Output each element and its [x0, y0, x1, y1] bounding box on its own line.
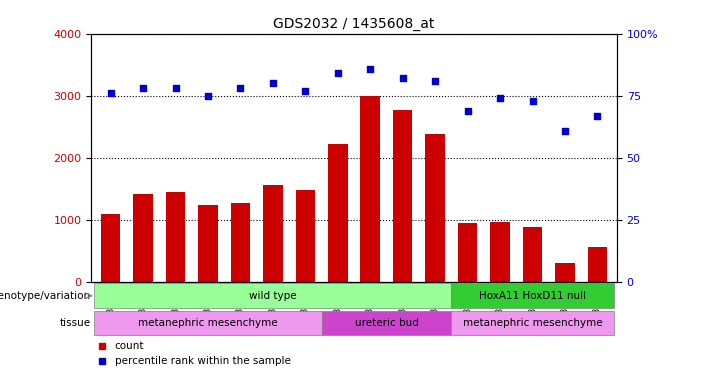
Point — [170, 86, 181, 92]
Bar — [426, 134, 445, 282]
Point — [300, 88, 311, 94]
Text: wild type: wild type — [249, 291, 297, 301]
Point — [462, 108, 473, 114]
Bar — [328, 144, 348, 282]
Point — [494, 95, 505, 101]
Point — [527, 98, 538, 104]
FancyBboxPatch shape — [322, 310, 451, 335]
Text: tissue: tissue — [60, 318, 90, 328]
Point — [332, 70, 343, 76]
Bar — [360, 96, 380, 282]
FancyBboxPatch shape — [451, 310, 613, 335]
Point — [365, 66, 376, 72]
Bar — [263, 185, 283, 282]
Point — [235, 86, 246, 92]
Text: HoxA11 HoxD11 null: HoxA11 HoxD11 null — [479, 291, 586, 301]
Point — [203, 93, 214, 99]
Text: percentile rank within the sample: percentile rank within the sample — [115, 356, 291, 366]
Text: count: count — [115, 341, 144, 351]
Point — [559, 128, 571, 134]
Bar — [296, 190, 315, 282]
Text: metanephric mesenchyme: metanephric mesenchyme — [138, 318, 278, 328]
Bar — [393, 110, 412, 282]
Point — [592, 113, 603, 119]
Point — [397, 75, 408, 81]
Bar — [490, 222, 510, 282]
Point — [105, 90, 116, 96]
Title: GDS2032 / 1435608_at: GDS2032 / 1435608_at — [273, 17, 435, 32]
Bar — [523, 228, 543, 282]
Text: metanephric mesenchyme: metanephric mesenchyme — [463, 318, 602, 328]
Bar — [231, 202, 250, 282]
Bar — [587, 247, 607, 282]
FancyBboxPatch shape — [95, 310, 322, 335]
Text: genotype/variation: genotype/variation — [0, 291, 90, 301]
Bar — [101, 214, 121, 282]
Bar — [133, 194, 153, 282]
Point — [430, 78, 441, 84]
Bar — [165, 192, 185, 282]
FancyBboxPatch shape — [95, 284, 451, 308]
Text: ureteric bud: ureteric bud — [355, 318, 418, 328]
Point — [137, 86, 149, 92]
Bar — [198, 204, 218, 282]
Bar — [555, 264, 575, 282]
Point — [267, 80, 278, 86]
Bar — [458, 223, 477, 282]
FancyBboxPatch shape — [451, 284, 613, 308]
